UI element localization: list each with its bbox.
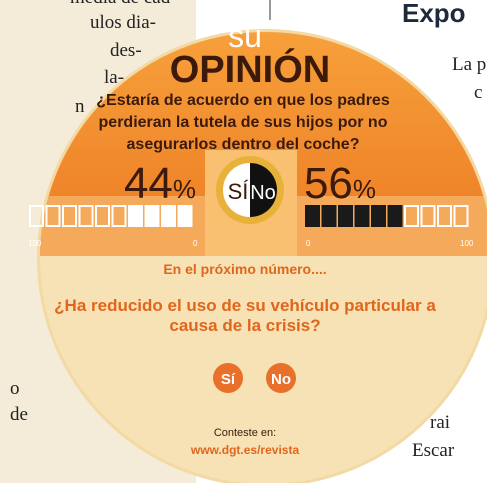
text-line: La p — [452, 54, 486, 75]
yes-result: 44% — [124, 159, 196, 208]
answer-yes: Sí — [221, 371, 236, 388]
heading: Expo — [402, 0, 466, 28]
text-line: Escar — [412, 440, 455, 461]
yes-half — [223, 163, 250, 217]
answer-no: No — [271, 371, 291, 388]
text-line: des- — [110, 40, 142, 61]
question-line: asegurarlos dentro del coche? — [127, 136, 360, 153]
scale-square — [404, 205, 419, 227]
text-line: o — [10, 378, 20, 399]
text-line: media de cad — [70, 0, 171, 8]
text-line: ulos dia- — [90, 12, 156, 33]
scale-square — [128, 205, 143, 227]
scale-square — [453, 205, 469, 227]
scale-label: 100 — [460, 239, 474, 248]
text-line: rai — [430, 412, 450, 433]
question-line: perdieran la tutela de sus hijos por no — [99, 114, 388, 131]
scale-square — [45, 205, 61, 227]
no-label: No — [250, 182, 276, 204]
text-line: n — [75, 96, 85, 117]
scale-squares — [29, 205, 469, 227]
scale-square — [29, 205, 44, 227]
scale-square — [354, 205, 370, 227]
text-line: c — [474, 82, 482, 103]
scale-square — [338, 205, 353, 227]
scale-square — [144, 205, 160, 227]
no-half — [250, 163, 277, 217]
scale-square — [437, 205, 452, 227]
yes-label: SÍ — [228, 179, 250, 204]
scale-square — [387, 205, 403, 227]
kicker: su — [228, 18, 262, 54]
answer-yes-button[interactable] — [213, 363, 243, 393]
next-heading: En el próximo número.... — [163, 261, 326, 277]
scale-square — [161, 205, 176, 227]
scale-square — [95, 205, 110, 227]
scale-square — [111, 205, 127, 227]
scale-square — [321, 205, 337, 227]
scale-square — [305, 205, 320, 227]
scale-label: 100 — [28, 239, 42, 248]
contact-url[interactable]: www.dgt.es/revista — [190, 443, 300, 457]
question-line: ¿Estaría de acuerdo en que los padres — [96, 92, 390, 109]
scale-square — [177, 205, 193, 227]
contact-label: Conteste en: — [214, 427, 276, 439]
scale-square — [62, 205, 77, 227]
next-question-line: causa de la crisis? — [169, 316, 320, 335]
answer-no-button[interactable] — [266, 363, 296, 393]
scale-square — [78, 205, 94, 227]
title: OPINIÓN — [170, 47, 330, 91]
scale-label: 0 — [193, 239, 198, 248]
no-result: 56% — [304, 159, 376, 208]
text-line: de — [10, 404, 28, 425]
scale-square — [371, 205, 386, 227]
scale-square — [420, 205, 436, 227]
scale-label: 0 — [306, 239, 311, 248]
next-question-line: ¿Ha reducido el uso de su vehículo parti… — [54, 296, 436, 315]
